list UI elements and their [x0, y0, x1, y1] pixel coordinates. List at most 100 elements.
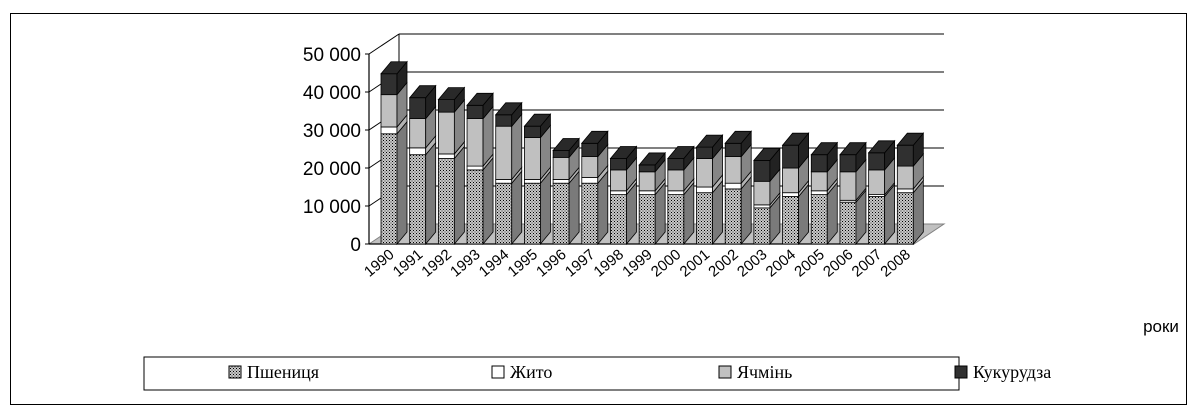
bar-segment	[782, 144, 799, 169]
bar-segment	[610, 194, 627, 245]
legend-swatch	[954, 365, 968, 379]
bar-segment	[810, 190, 828, 196]
bar-top	[867, 140, 896, 154]
x-tick-label: 1994	[476, 246, 512, 280]
x-tick-label: 1996	[533, 246, 569, 280]
bar-top	[638, 152, 667, 166]
bar-top	[552, 138, 580, 151]
bar-top	[437, 87, 466, 100]
bar-stack	[466, 92, 494, 246]
bar-segment	[896, 144, 914, 167]
y-tick-label: 40 000	[303, 83, 361, 104]
bar-segment	[466, 104, 484, 120]
legend-swatch	[228, 365, 242, 379]
bar-segment-side	[425, 141, 437, 246]
x-tick-label: 2006	[820, 246, 856, 280]
bar-top	[810, 142, 839, 156]
legend-label: Кукурудза	[973, 362, 1051, 382]
bar-segment	[610, 158, 627, 171]
bar-stack	[638, 151, 667, 246]
bar-stack	[666, 145, 695, 246]
bar-segment	[667, 190, 685, 196]
x-tick-label: 2004	[763, 246, 799, 280]
bar-stack	[380, 60, 408, 246]
x-tick-label: 1991	[390, 246, 426, 280]
bar-stack	[867, 139, 896, 246]
bar-segment	[638, 164, 656, 173]
bar-segment-side	[453, 145, 465, 246]
bar-segment	[667, 169, 685, 192]
bar-segment	[696, 158, 713, 188]
bar-segment	[868, 169, 886, 195]
bar-top	[580, 130, 609, 144]
bar-segment	[581, 156, 599, 178]
x-tick-label: 2002	[705, 246, 741, 280]
bar-stack	[494, 101, 523, 246]
legend: Пшениця Жито Ячмінь Кукурудза	[143, 356, 1051, 391]
bar-top	[494, 102, 523, 116]
bar-segment	[753, 207, 771, 245]
bar-top	[666, 146, 695, 159]
x-tick-label: 2001	[677, 246, 713, 280]
x-tick-label: 2007	[849, 246, 885, 280]
bar-segment	[524, 182, 541, 245]
bar-top	[781, 132, 810, 146]
bar-segment	[696, 146, 713, 159]
bar-segment	[896, 192, 914, 245]
bar-segment	[437, 111, 455, 155]
x-tick-label: 2008	[877, 246, 913, 280]
x-tick-label: 1993	[447, 246, 483, 280]
x-tick-label: 1998	[591, 246, 627, 280]
bar-segment	[409, 147, 427, 156]
bar-segment	[495, 114, 513, 127]
bar-segment	[753, 180, 771, 206]
bar-segment	[839, 201, 857, 245]
bar-segment	[638, 194, 656, 245]
bar-stack	[695, 133, 724, 246]
legend-swatch	[718, 365, 732, 379]
legend-label: Ячмінь	[737, 362, 792, 382]
bar-segment	[753, 204, 771, 209]
bar-segment	[896, 188, 914, 194]
bar-segment	[810, 194, 828, 245]
x-tick-label: 2005	[791, 246, 827, 280]
bar-segment	[839, 154, 857, 173]
bar-segment	[552, 182, 570, 245]
x-tick-label: 1992	[418, 246, 454, 280]
bar-segment	[409, 97, 427, 119]
bar-segment	[696, 186, 713, 194]
bar-stack	[580, 130, 609, 246]
bar-segment	[724, 142, 742, 158]
bar-segment	[466, 169, 484, 245]
legend-label: Пшениця	[247, 362, 319, 382]
bar-segment	[437, 153, 455, 159]
x-tick-label: 1990	[361, 246, 397, 280]
bar-segment	[466, 118, 484, 167]
bar-segment	[868, 152, 886, 171]
bar-segment	[753, 159, 771, 182]
bar-stack	[523, 113, 552, 246]
bar-segment	[380, 133, 398, 245]
bar-segment	[782, 192, 799, 197]
bar-segment	[380, 94, 398, 128]
bar-top	[695, 134, 724, 148]
legend-label: Жито	[510, 362, 552, 382]
bar-stack	[781, 132, 810, 246]
bar-segment	[610, 190, 627, 196]
bar-segment	[524, 178, 541, 184]
bar-segment	[524, 125, 541, 138]
bar-segment-side	[568, 170, 580, 246]
bar-segment-side	[511, 170, 523, 246]
bar-segment	[495, 178, 513, 184]
x-tick-label: 1997	[562, 246, 598, 280]
y-tick-label: 30 000	[303, 121, 361, 142]
bar-segment	[524, 137, 541, 180]
bar-segment	[466, 165, 484, 171]
bar-segment	[495, 182, 513, 245]
bar-segment	[839, 171, 857, 201]
bar-top	[724, 130, 753, 144]
bar-stack	[408, 84, 437, 246]
bar-segment	[437, 99, 455, 113]
bar-segment	[380, 126, 398, 135]
